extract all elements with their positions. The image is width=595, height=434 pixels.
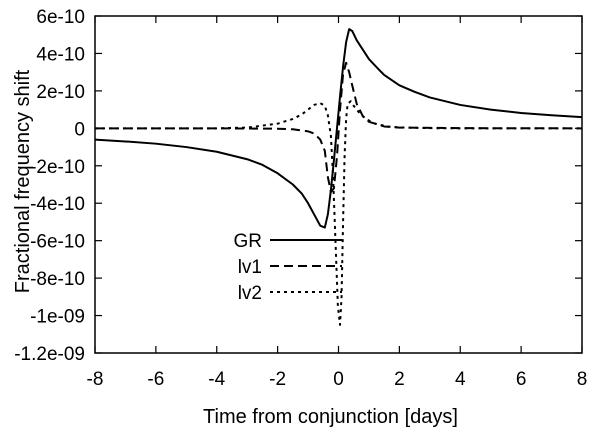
series-line-lv1 xyxy=(95,61,582,193)
series-line-lv2 xyxy=(95,100,582,326)
legend-label-gr: GR xyxy=(234,231,263,252)
y-tick-label: -1e-09 xyxy=(30,307,85,328)
y-tick-label: 2e-10 xyxy=(36,82,85,103)
x-tick-label: 6 xyxy=(516,369,527,390)
y-tick-label: -4e-10 xyxy=(30,194,85,215)
x-tick-label: -2 xyxy=(269,369,286,390)
y-tick-label: 4e-10 xyxy=(36,44,85,65)
y-tick-label: -2e-10 xyxy=(30,157,85,178)
x-tick-label: 0 xyxy=(333,369,344,390)
x-axis-label: Time from conjunction [days] xyxy=(203,406,458,428)
y-tick-label: -6e-10 xyxy=(30,232,85,253)
tick-labels: -8 -6 -4 -2 0 2 4 6 8 6e-10 4e-10 2e-10 0 -2e-10 -4e-1… xyxy=(14,7,587,390)
y-tick-label: -1.2e-09 xyxy=(14,344,85,365)
x-tick-label: -4 xyxy=(208,369,225,390)
legend-label-lv1: lv1 xyxy=(238,257,262,278)
series-line-gr xyxy=(95,28,582,229)
x-tick-label: 4 xyxy=(455,369,466,390)
axis-ticks xyxy=(94,15,583,354)
y-tick-label: 6e-10 xyxy=(36,7,85,28)
plot-area xyxy=(95,28,582,326)
x-tick-label: 8 xyxy=(577,369,588,390)
y-axis-label: Fractional frequency shift xyxy=(12,69,34,293)
x-tick-label: -6 xyxy=(147,369,164,390)
legend-label-lv2: lv2 xyxy=(238,283,262,304)
y-tick-label: -8e-10 xyxy=(30,269,85,290)
x-tick-label: -8 xyxy=(87,369,104,390)
legend: GR lv1 lv2 xyxy=(234,231,342,304)
x-tick-label: 2 xyxy=(394,369,405,390)
plot-frame xyxy=(94,15,583,354)
y-tick-label: 0 xyxy=(74,119,85,140)
